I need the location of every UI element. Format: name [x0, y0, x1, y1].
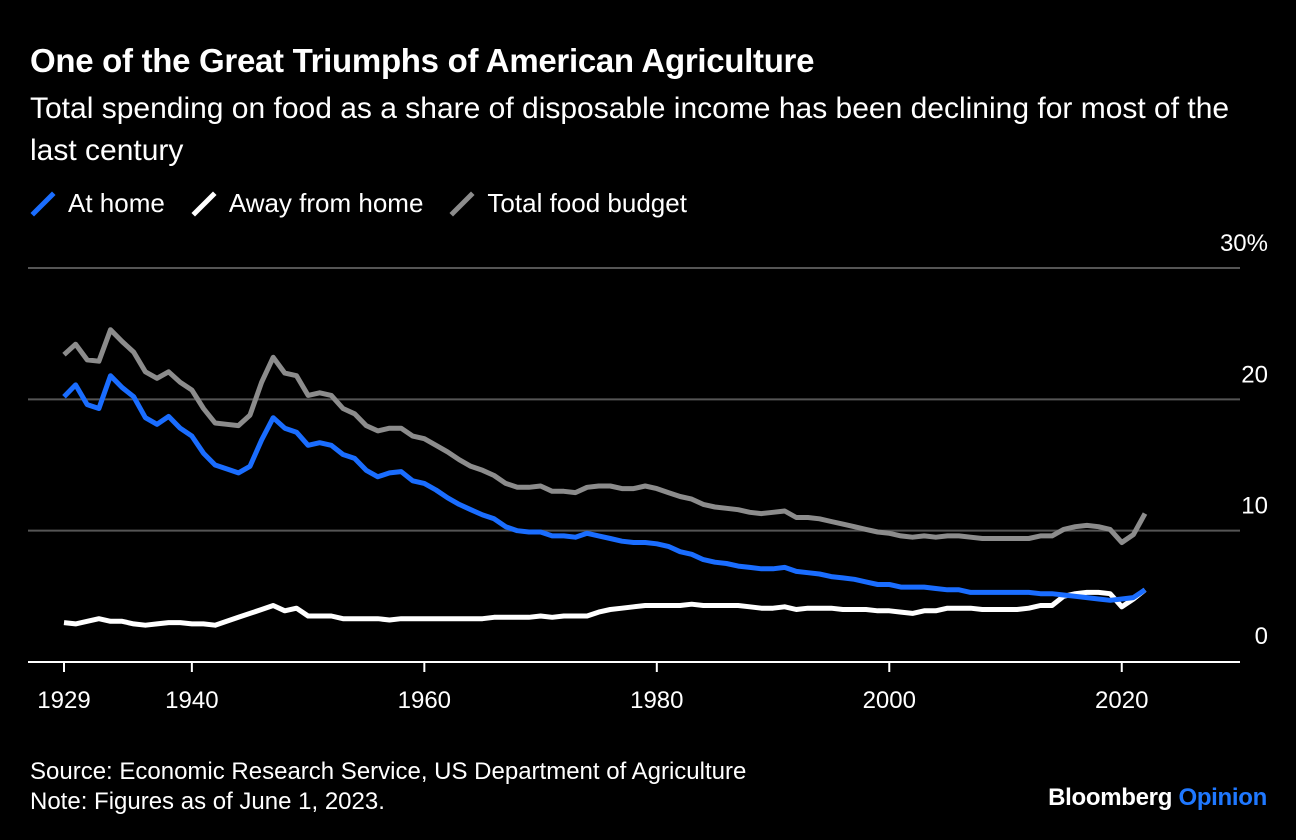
brand-main: Bloomberg [1048, 784, 1173, 811]
chart-title: One of the Great Triumphs of American Ag… [30, 42, 815, 79]
y-tick-label: 0 [1255, 623, 1268, 650]
y-tick-label: 30% [1220, 230, 1268, 257]
legend-item-at-home: At home [30, 188, 165, 219]
legend-swatch-at-home [30, 190, 56, 217]
source-note: Source: Economic Research Service, US De… [30, 758, 747, 785]
x-tick-label: 1980 [630, 687, 683, 714]
footer: Source: Economic Research Service, US De… [30, 757, 746, 817]
series-line-total-food-budget [62, 327, 1148, 545]
series-line-at-home [62, 373, 1147, 603]
chart-subtitle: Total spending on food as a share of dis… [30, 92, 1230, 167]
series-line-away-from-home [63, 587, 1147, 628]
legend-swatch-total-food-budget [449, 190, 475, 217]
legend-item-total-food-budget: Total food budget [449, 188, 687, 219]
y-tick-label: 10 [1241, 493, 1268, 520]
x-tick-label: 2020 [1095, 687, 1148, 714]
legend-label-at-home: At home [68, 188, 165, 218]
legend-label-away-from-home: Away from home [228, 188, 424, 218]
bloomberg-opinion-logo: Bloomberg Opinion [1048, 784, 1267, 812]
brand-sub: Opinion [1178, 784, 1267, 811]
date-note: Note: Figures as of June 1, 2023. [30, 788, 385, 815]
legend-label-total-food-budget: Total food budget [487, 188, 687, 218]
x-tick-label: 2000 [863, 687, 916, 714]
legend-item-away-from-home: Away from home [191, 188, 424, 219]
legend: At home Away from home Total food budget [30, 188, 713, 219]
x-tick-label: 1960 [398, 687, 451, 714]
x-tick-label: 1940 [165, 687, 218, 714]
x-tick-label: 1929 [37, 687, 90, 714]
y-tick-label: 20 [1241, 361, 1268, 388]
legend-swatch-away-from-home [191, 190, 217, 217]
